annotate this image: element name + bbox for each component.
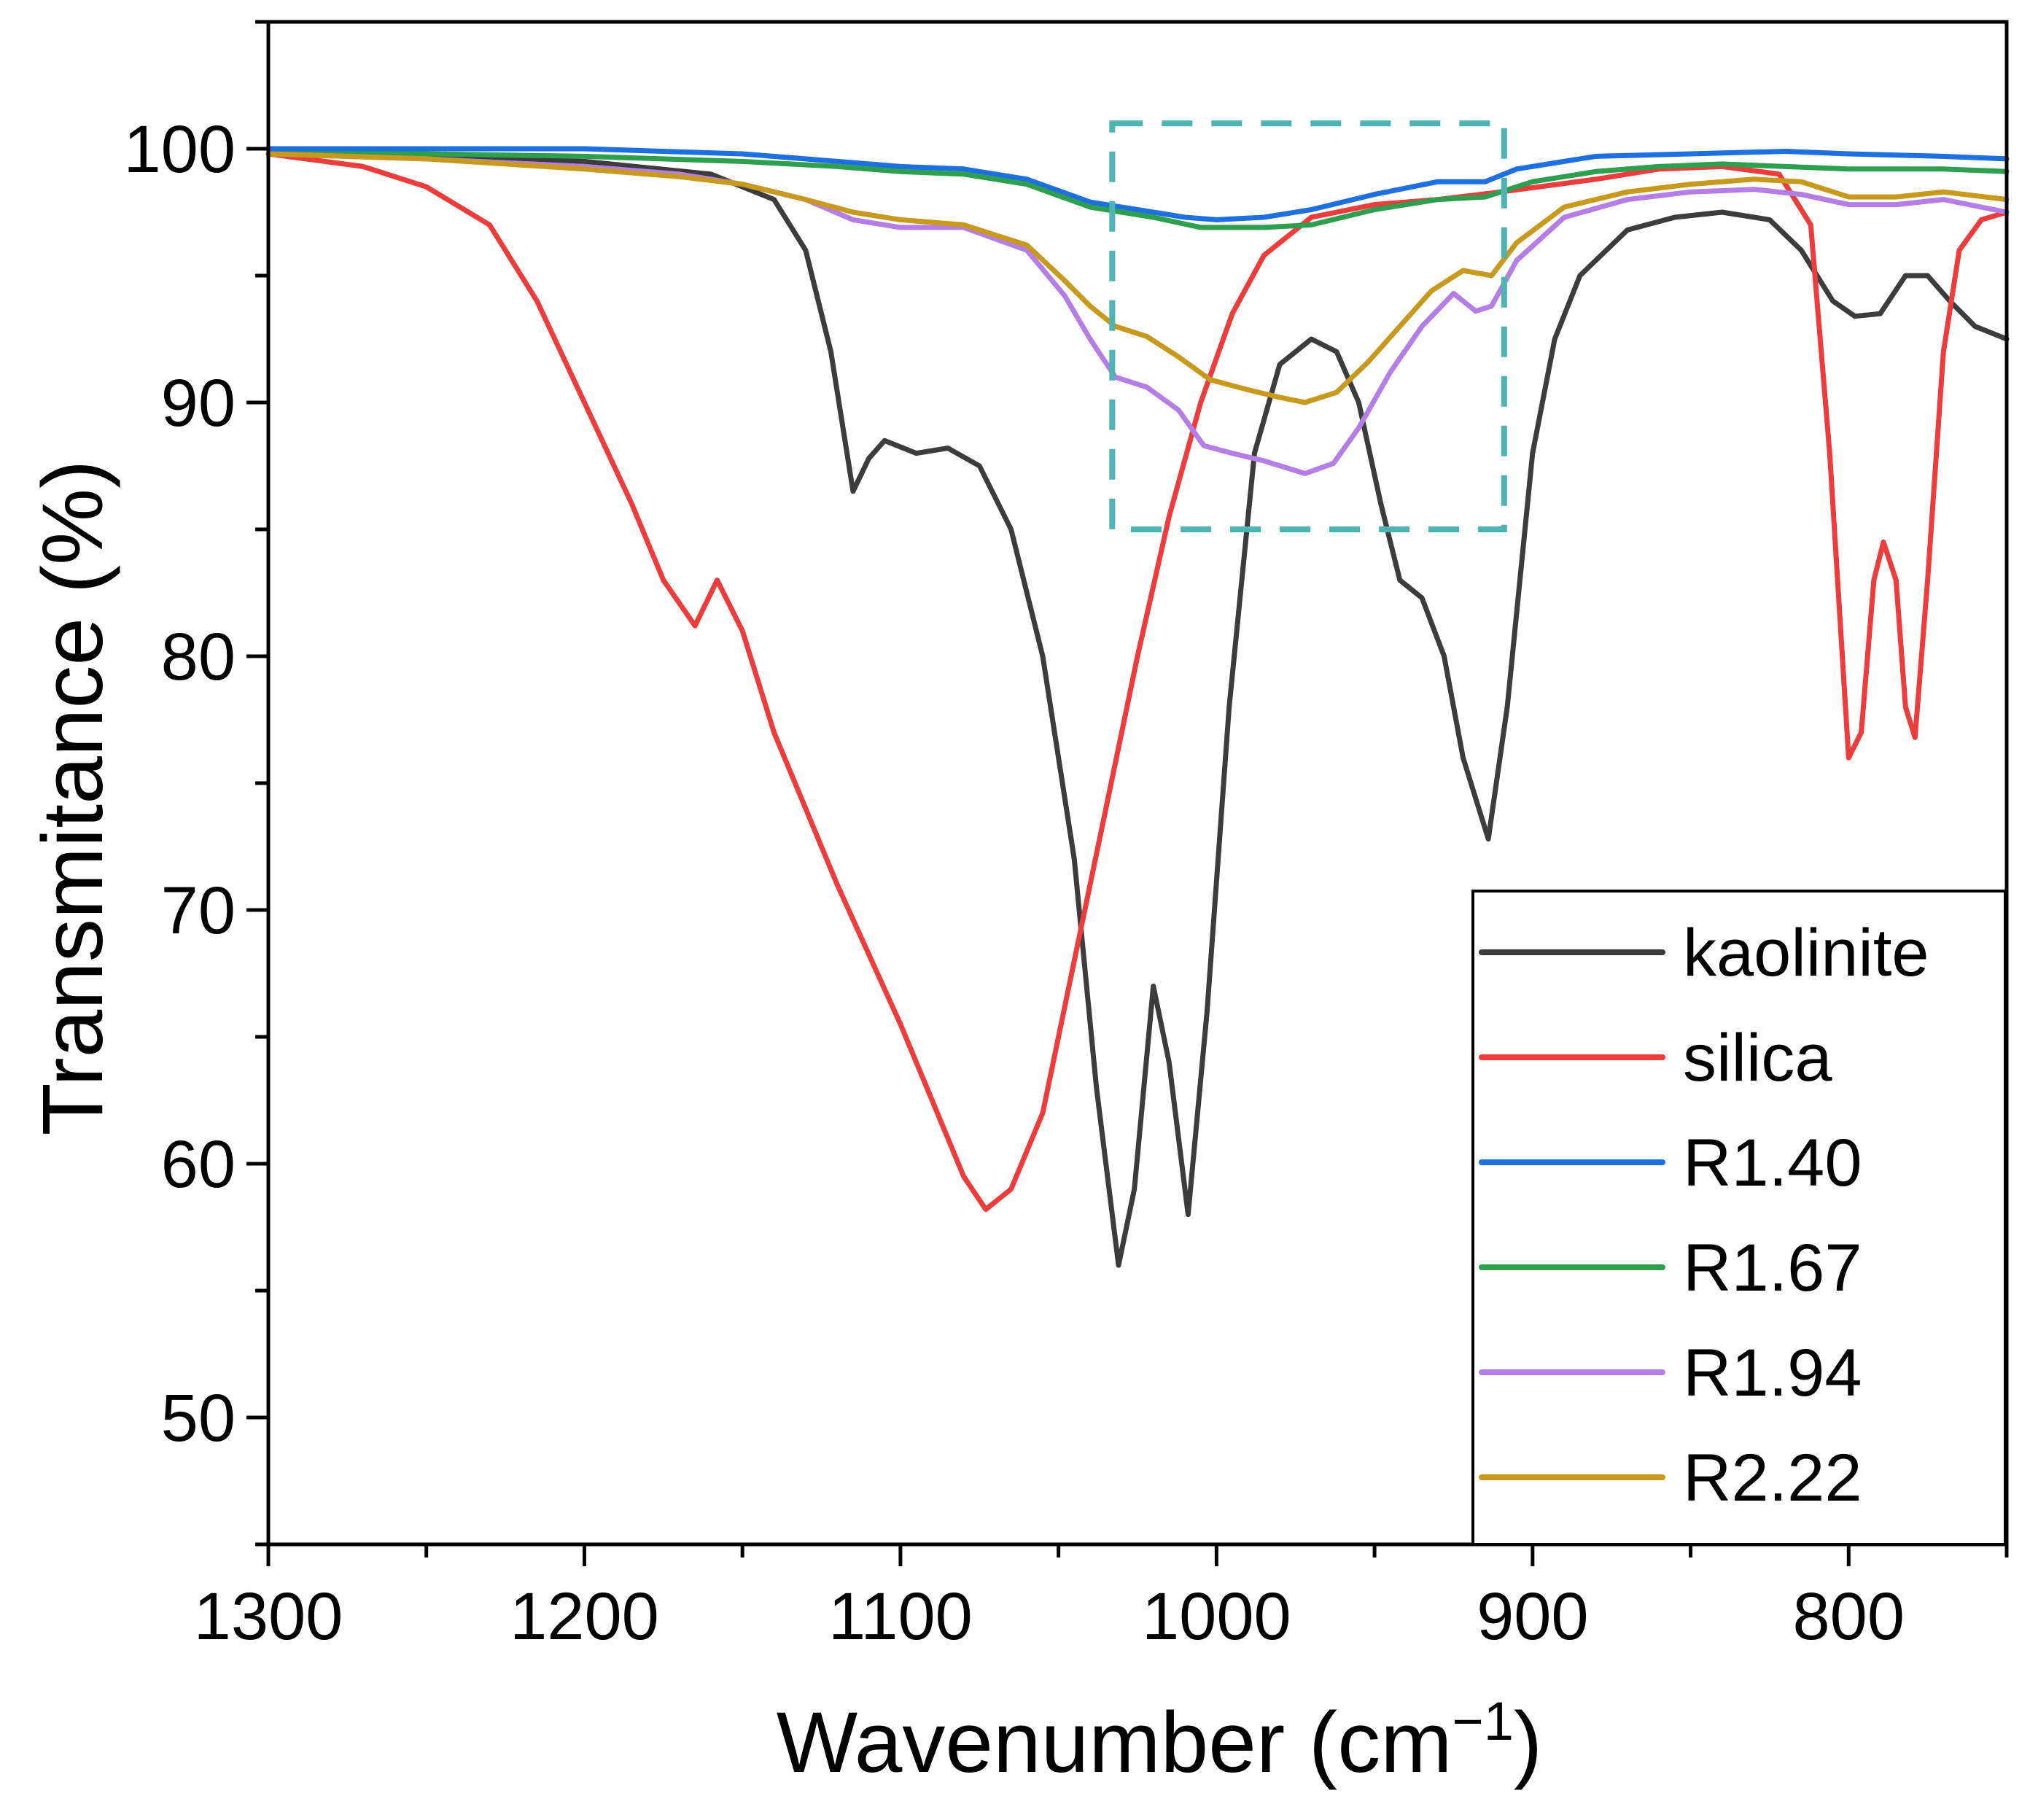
- series-line-r1-67: [265, 151, 2010, 230]
- series-line-r1-94: [265, 151, 2010, 476]
- plot-lines: [265, 146, 2010, 1268]
- legend-label-r1-94: R1.94: [1683, 1336, 1862, 1410]
- legend-label-r1-40: R1.40: [1683, 1126, 1862, 1200]
- legend-label-kaolinite: kaolinite: [1683, 916, 1929, 990]
- legend-label-silica: silica: [1683, 1021, 1832, 1095]
- y-tick-label: 80: [161, 620, 236, 694]
- x-tick-label: 800: [1793, 1579, 1905, 1654]
- x-tick-label: 1100: [828, 1579, 973, 1654]
- x-axis-title-superscript: −1: [1452, 1691, 1514, 1751]
- legend-box: [1471, 890, 2007, 1546]
- legend: kaolinite silica R1.40 R1.67 R1.94 R2.22: [1471, 890, 2007, 1546]
- x-tick-label: 900: [1477, 1579, 1589, 1654]
- series-line-r1-40: [265, 146, 2010, 222]
- x-axis-title-main: Wavenumber (cm: [777, 1695, 1452, 1791]
- series-line-r2-22: [265, 151, 2010, 405]
- y-tick-label: 50: [161, 1381, 236, 1455]
- y-axis-title: Transmitance (%): [25, 460, 121, 1136]
- x-tick-label: 1300: [194, 1579, 343, 1654]
- series-line-silica: [265, 151, 2010, 1213]
- y-tick-label: 60: [161, 1127, 236, 1202]
- y-tick-label: 90: [161, 366, 236, 440]
- x-axis-title: Wavenumber (cm−1): [777, 1691, 1542, 1791]
- highlight-box-layer: [1109, 120, 1507, 532]
- axis-ticks: [246, 20, 2009, 1566]
- y-tick-label: 100: [124, 112, 236, 187]
- x-axis-title-close: ): [1514, 1695, 1542, 1791]
- x-tick-label: 1200: [510, 1579, 659, 1654]
- legend-label-r1-67: R1.67: [1683, 1231, 1862, 1305]
- y-tick-labels: 50 60 70 80 90 100: [124, 112, 236, 1455]
- y-tick-label: 70: [161, 874, 236, 948]
- legend-label-r2-22: R2.22: [1683, 1441, 1862, 1515]
- x-tick-labels: 1300 1200 1100 1000 900 800: [194, 1579, 1905, 1654]
- series-line-kaolinite: [265, 151, 2010, 1268]
- x-tick-label: 1000: [1142, 1579, 1291, 1654]
- highlight-box: [1109, 120, 1507, 532]
